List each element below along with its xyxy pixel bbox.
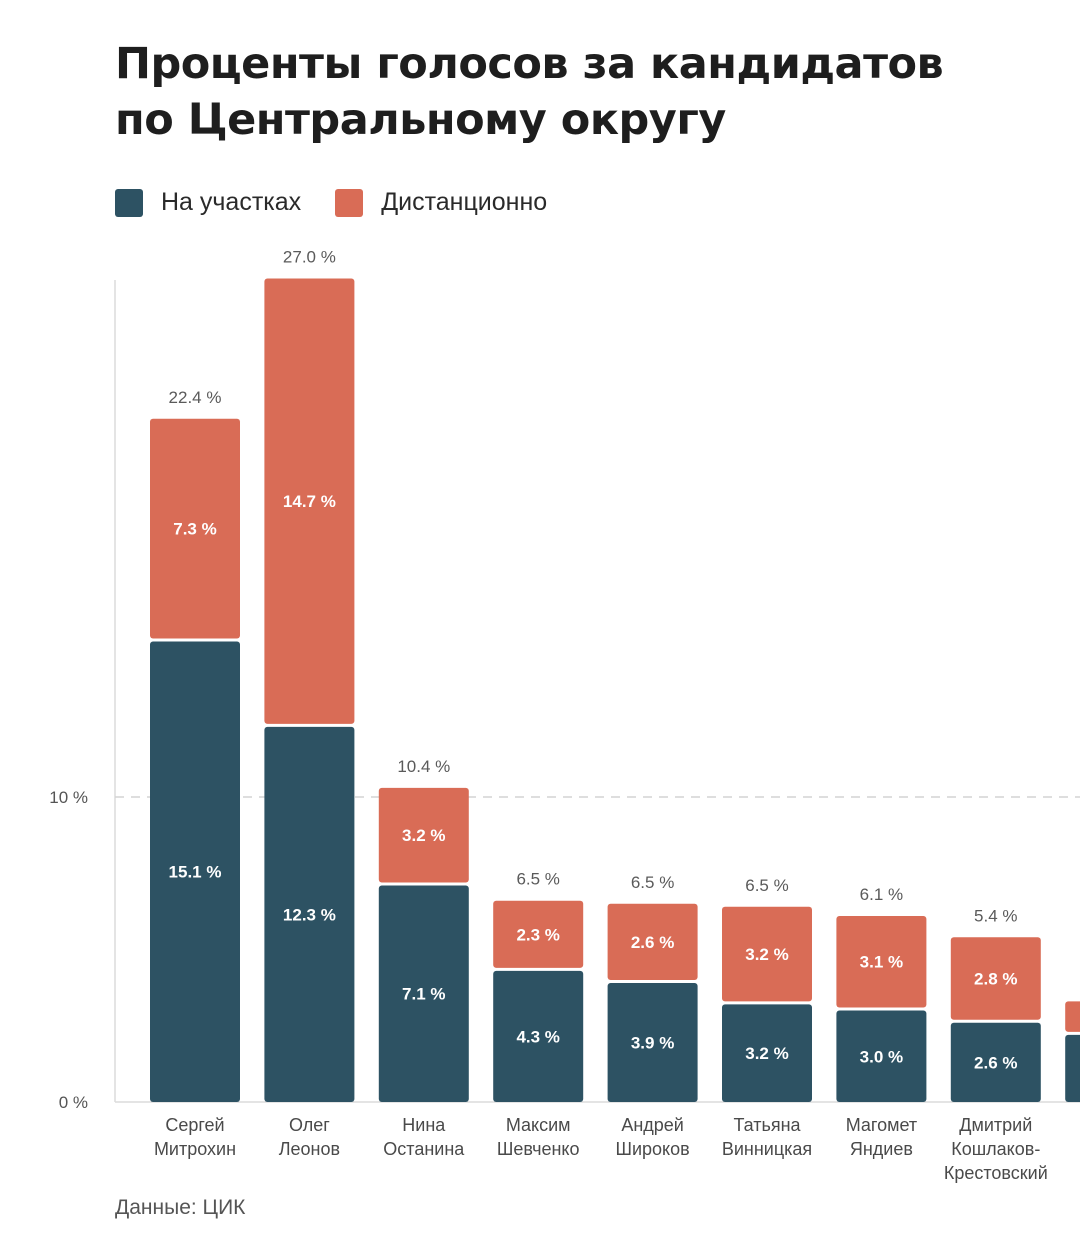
x-category-label: Широков <box>615 1139 689 1159</box>
bar-value-label-remote: 2.3 % <box>516 925 559 944</box>
bar-value-label-remote: 3.2 % <box>745 945 788 964</box>
bar-value-label-polling-stations: 3.0 % <box>860 1047 903 1066</box>
bar-value-label-remote: 3.2 % <box>402 826 445 845</box>
bar-total-label: 6.5 % <box>516 870 559 889</box>
x-category-label: Винницкая <box>722 1139 812 1159</box>
bar-value-label-polling-stations: 2.6 % <box>974 1053 1017 1072</box>
legend-item-remote: Дистанционно <box>335 188 547 217</box>
bar-total-label: 5.4 % <box>974 906 1017 925</box>
bar-value-label-polling-stations: 7.1 % <box>402 985 445 1004</box>
bar-value-label-polling-stations: 3.9 % <box>631 1034 674 1053</box>
legend-label-remote: Дистанционно <box>381 188 548 216</box>
x-category-label: Кошлаков- <box>951 1139 1040 1159</box>
x-category-label: Нина <box>402 1115 446 1135</box>
bar-value-label-remote: 2.8 % <box>974 970 1017 989</box>
chart-title-line-2: по Центральному округу <box>115 95 726 145</box>
legend-swatch-remote <box>335 188 364 217</box>
x-category-label: Яндиев <box>850 1139 913 1159</box>
chart-title-line-1: Проценты голосов за кандидатов <box>115 39 944 89</box>
legend-label-polling-stations: На участках <box>161 188 302 216</box>
x-category-label: Останина <box>383 1139 465 1159</box>
x-category-label: Дмитрий <box>959 1115 1032 1135</box>
bar-segment-polling-stations <box>836 1010 927 1102</box>
bar-segment-remote <box>378 787 469 883</box>
bar-value-label-polling-stations: 15.1 % <box>169 863 222 882</box>
bar-total-label: 6.5 % <box>631 873 674 892</box>
bar-value-label-polling-stations: 3.2 % <box>745 1044 788 1063</box>
chart-legend: На участках Дистанционно <box>115 188 581 217</box>
bar-segment-remote <box>836 915 927 1008</box>
x-category-label: Леонов <box>279 1139 340 1159</box>
bar-value-label-remote: 7.3 % <box>173 520 216 539</box>
bar-segment-polling-stations <box>607 983 698 1102</box>
bar-segment-remote <box>722 906 812 1002</box>
bar-segment-polling-stations <box>150 641 240 1102</box>
x-category-label: Митрохин <box>154 1139 236 1159</box>
bar-total-label: 6.5 % <box>745 876 788 895</box>
bar-segment-polling-stations <box>378 885 469 1102</box>
bar-segment-polling-stations <box>493 970 584 1102</box>
bar-segment-polling-stations <box>950 1022 1041 1102</box>
bar-segment-polling-stations <box>264 726 355 1102</box>
x-category-label: Олег <box>289 1115 330 1135</box>
bar-segment-remote <box>950 937 1041 1020</box>
chart-title: Проценты голосов за кандидатов по Центра… <box>115 36 1055 148</box>
stacked-bar-chart: 0 % 10 % 15.1 % 7.3 % 22.4 % Сергей Митрохин 12… <box>49 248 1080 1183</box>
x-category-label: Сергей <box>165 1115 224 1135</box>
bar-value-label-polling-stations: 4.3 % <box>516 1027 559 1046</box>
x-category-label: Магомет <box>846 1115 917 1135</box>
bar-total-label: 27.0 % <box>283 248 336 267</box>
bar-segment-remote <box>1065 1001 1080 1032</box>
bar-value-label-remote: 3.1 % <box>860 953 903 972</box>
bar-segment-polling-stations <box>722 1004 812 1102</box>
bar-value-label-remote: 14.7 % <box>283 492 336 511</box>
data-source: Данные: ЦИК <box>115 1196 246 1219</box>
bar-total-label: 6.1 % <box>860 885 903 904</box>
bar-segment-polling-stations <box>1065 1034 1080 1102</box>
x-category-label: Шевченко <box>497 1139 580 1159</box>
bar-value-label-remote: 2.6 % <box>631 933 674 952</box>
x-category-label: Максим <box>506 1115 571 1135</box>
legend-swatch-polling-stations <box>115 188 143 217</box>
x-category-label: Андрей <box>621 1115 684 1135</box>
bar-total-label: 10.4 % <box>397 757 450 776</box>
x-category-label: Крестовский <box>944 1163 1048 1183</box>
y-tick-label: 0 % <box>59 1093 88 1112</box>
bar-segment-remote <box>607 903 698 981</box>
x-category-label: Татьяна <box>733 1115 801 1135</box>
bar-segment-remote <box>493 900 584 968</box>
legend-item-polling-stations: На участках <box>115 188 301 217</box>
bar-segment-remote <box>150 418 240 639</box>
bar-total-label: 22.4 % <box>169 388 222 407</box>
y-tick-label: 10 % <box>49 788 88 807</box>
bar-segment-remote <box>264 278 355 724</box>
bar-value-label-polling-stations: 12.3 % <box>283 905 336 924</box>
